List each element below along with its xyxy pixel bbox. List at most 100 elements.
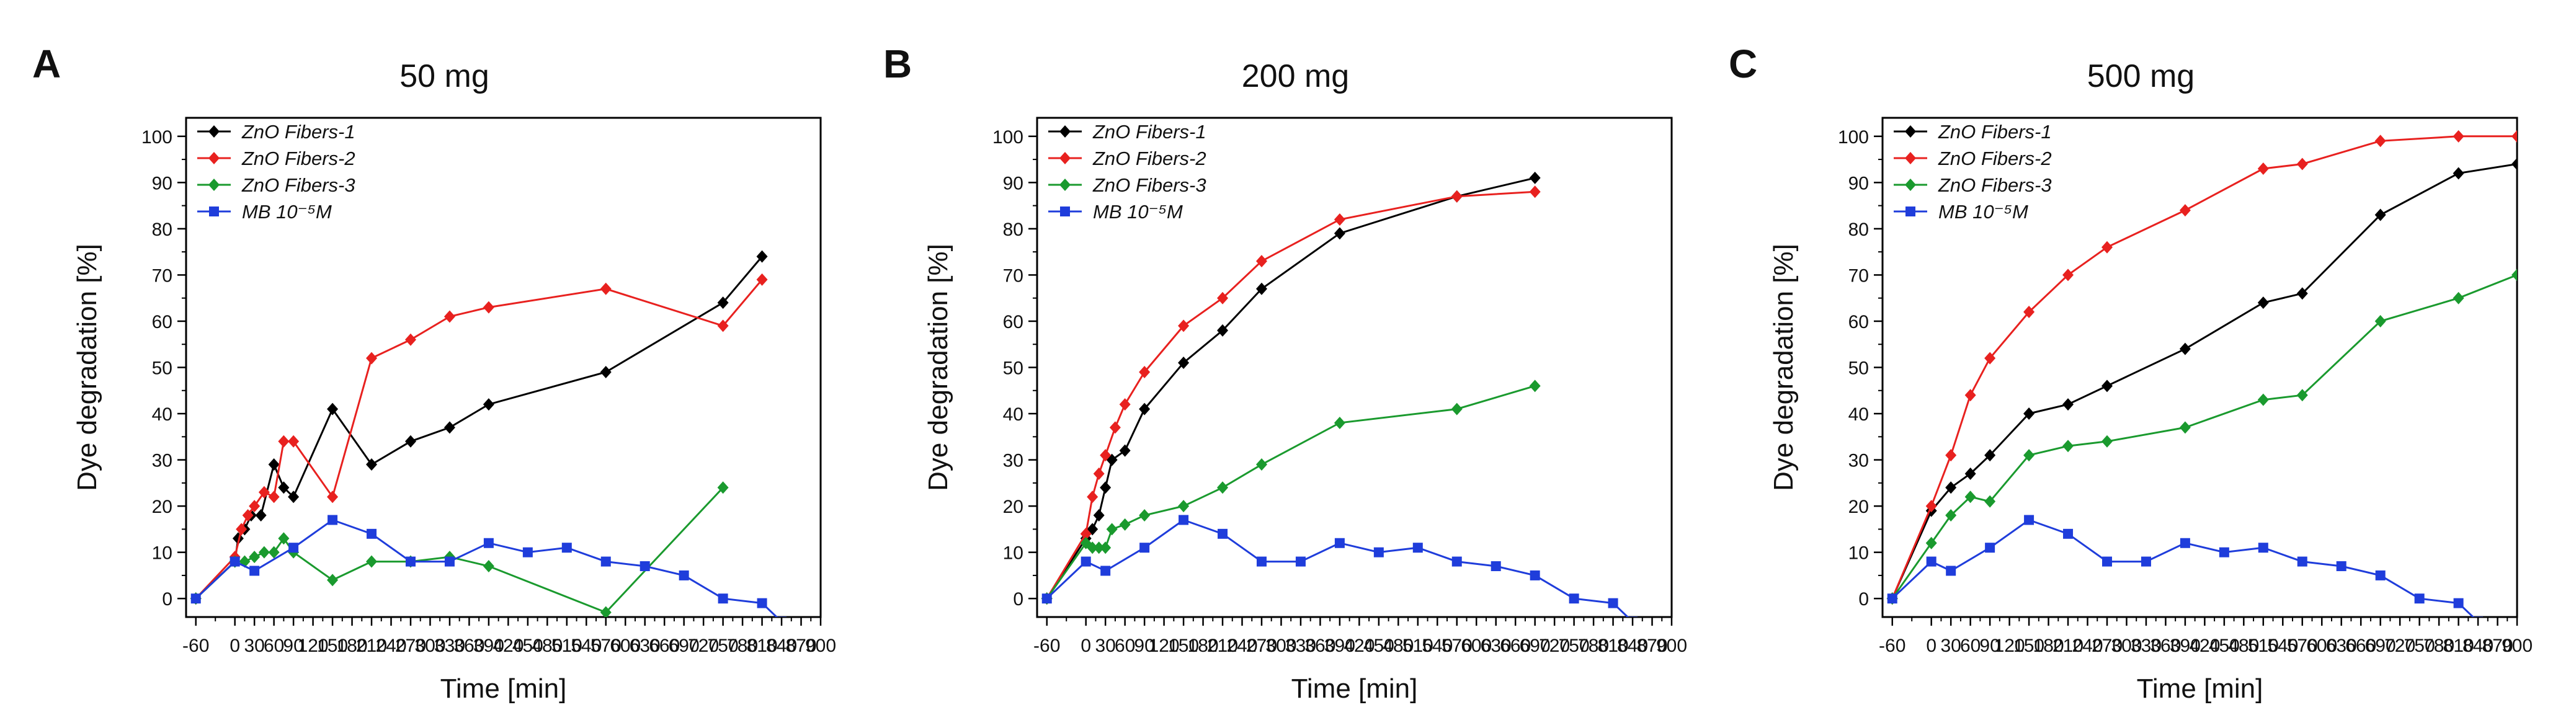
- y-tick-label: 70: [1848, 265, 1869, 286]
- data-point: [367, 528, 377, 539]
- data-point: [1087, 491, 1099, 504]
- x-axis-label: Time [min]: [2137, 673, 2263, 704]
- x-tick-label: -60: [182, 636, 209, 656]
- chart-panel-a: A 50 mg-60 0 306090120150180210240270300330…: [32, 42, 836, 704]
- y-tick-label: 60: [152, 312, 172, 332]
- x-tick-label: 690: [669, 636, 700, 656]
- chart-title: 200 mg: [1242, 58, 1349, 94]
- x-tick-label: 90: [1979, 636, 2000, 656]
- x-tick-label: 660: [649, 636, 680, 656]
- x-tick-label: 360: [2150, 636, 2181, 656]
- legend: ZnO Fibers-1 ZnO Fibers-2 ZnO Fibers-3 MB 1…: [1048, 121, 1206, 223]
- x-tick-label: 660: [1500, 636, 1531, 656]
- data-point: [2101, 241, 2113, 254]
- data-point: [2511, 130, 2517, 143]
- legend-swatch-marker: [1059, 179, 1071, 191]
- data-point: [1139, 543, 1150, 553]
- legend-entry: ZnO Fibers-2: [1938, 148, 2052, 169]
- data-point: [600, 556, 611, 567]
- data-point: [268, 458, 280, 471]
- y-tick-label: 40: [152, 404, 172, 425]
- data-point: [1255, 255, 1267, 268]
- y-tick-label: 10: [1003, 543, 1023, 564]
- data-point: [327, 402, 339, 415]
- x-tick-label: 180: [1188, 636, 1219, 656]
- x-tick-label: 270: [1246, 636, 1277, 656]
- x-tick-label: 630: [2326, 636, 2357, 656]
- data-point: [1119, 518, 1131, 531]
- x-tick-label: 570: [591, 636, 622, 656]
- data-point: [1946, 566, 1956, 576]
- data-point: [2219, 547, 2229, 557]
- x-tick-label: -60: [1879, 636, 1905, 656]
- data-point: [1964, 389, 1976, 402]
- series-line: [1046, 518, 1629, 617]
- data-point: [1178, 500, 1190, 513]
- data-point: [1985, 543, 1995, 553]
- data-point: [561, 543, 572, 553]
- x-tick-label: 510: [551, 636, 582, 656]
- x-tick-label: 540: [571, 636, 602, 656]
- data-point: [2297, 556, 2307, 567]
- series-line: [1891, 274, 2517, 600]
- x-tick-label: 90: [283, 636, 303, 656]
- x-tick-label: 840: [1617, 636, 1648, 656]
- data-point: [1984, 495, 1996, 508]
- data-point: [1080, 527, 1092, 540]
- data-point: [2296, 389, 2308, 402]
- series-line: [1046, 190, 1535, 599]
- legend-entry: ZnO Fibers-1: [241, 121, 355, 143]
- data-point: [1093, 509, 1105, 522]
- legend-entry: ZnO Fibers-1: [1938, 121, 2052, 143]
- y-tick-label: 100: [1838, 127, 1869, 148]
- x-tick-label: 690: [1520, 636, 1551, 656]
- data-point: [249, 566, 260, 576]
- x-tick-label: 180: [337, 636, 368, 656]
- data-point: [2179, 342, 2191, 355]
- x-tick-label: 270: [2092, 636, 2123, 656]
- x-tick-label: 780: [1578, 636, 1609, 656]
- data-point: [2023, 449, 2035, 462]
- x-tick-label: 480: [2228, 636, 2259, 656]
- data-point: [1334, 227, 1345, 240]
- x-tick-label: 630: [630, 636, 661, 656]
- x-tick-label: -60: [1033, 636, 1060, 656]
- x-tick-label: 720: [2384, 636, 2415, 656]
- data-point: [2180, 538, 2190, 548]
- x-tick-label: 870: [2482, 636, 2513, 656]
- y-tick-label: 60: [1003, 312, 1023, 332]
- data-point: [2024, 515, 2035, 525]
- x-tick-label: 840: [766, 636, 797, 656]
- data-point: [1945, 449, 1957, 462]
- x-tick-label: 120: [1994, 636, 2025, 656]
- x-tick-label: 450: [512, 636, 543, 656]
- data-point: [1451, 402, 1463, 415]
- x-tick-label: 210: [1207, 636, 1238, 656]
- data-point: [1093, 541, 1105, 554]
- data-point: [1100, 541, 1112, 554]
- x-tick-label: 750: [708, 636, 739, 656]
- data-point: [190, 593, 201, 604]
- y-tick-label: 10: [1848, 543, 1869, 564]
- legend-swatch-marker: [1905, 207, 1915, 216]
- data-point: [1334, 416, 1345, 429]
- x-tick-label: 870: [1636, 636, 1667, 656]
- data-point: [1217, 481, 1229, 494]
- x-axis-label: Time [min]: [1291, 673, 1418, 704]
- x-tick-label: 900: [2502, 636, 2533, 656]
- x-tick-label: 780: [2423, 636, 2454, 656]
- series-line: [1891, 135, 2517, 599]
- legend-swatch-marker: [1905, 152, 1916, 164]
- x-tick-label: 300: [414, 636, 445, 656]
- data-point: [2101, 556, 2112, 567]
- data-point: [258, 546, 270, 559]
- x-tick-label: 210: [2052, 636, 2084, 656]
- data-point: [1087, 541, 1099, 554]
- data-point: [1530, 570, 1540, 580]
- series-line: [1891, 163, 2517, 599]
- x-tick-label: 720: [688, 636, 719, 656]
- x-axis-label: Time [min]: [440, 673, 567, 704]
- data-point: [2062, 398, 2074, 411]
- x-tick-label: 60: [264, 636, 284, 656]
- y-tick-label: 80: [152, 220, 172, 240]
